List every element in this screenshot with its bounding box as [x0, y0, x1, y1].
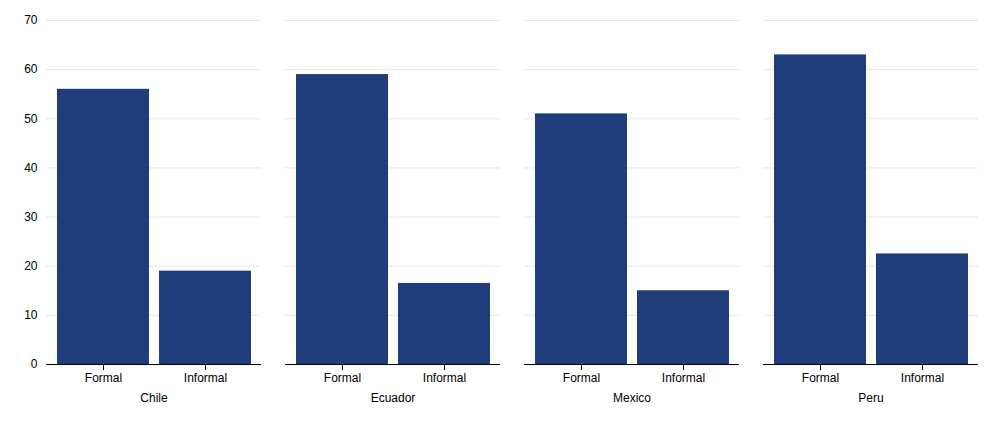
- svg-text:Informal: Informal: [662, 371, 705, 385]
- svg-text:0: 0: [31, 357, 38, 371]
- svg-text:20: 20: [24, 259, 38, 273]
- svg-text:Formal: Formal: [563, 371, 600, 385]
- svg-text:Chile: Chile: [140, 391, 168, 405]
- svg-text:Peru: Peru: [858, 391, 883, 405]
- svg-text:40: 40: [24, 161, 38, 175]
- svg-text:Informal: Informal: [423, 371, 466, 385]
- svg-text:Formal: Formal: [802, 371, 839, 385]
- svg-text:Mexico: Mexico: [613, 391, 651, 405]
- svg-text:Informal: Informal: [184, 371, 227, 385]
- svg-text:10: 10: [24, 308, 38, 322]
- svg-text:50: 50: [24, 112, 38, 126]
- svg-text:Formal: Formal: [85, 371, 122, 385]
- svg-text:70: 70: [24, 13, 38, 27]
- svg-text:Ecuador: Ecuador: [371, 391, 416, 405]
- svg-text:30: 30: [24, 210, 38, 224]
- svg-text:60: 60: [24, 62, 38, 76]
- svg-text:Formal: Formal: [324, 371, 361, 385]
- svg-text:Informal: Informal: [901, 371, 944, 385]
